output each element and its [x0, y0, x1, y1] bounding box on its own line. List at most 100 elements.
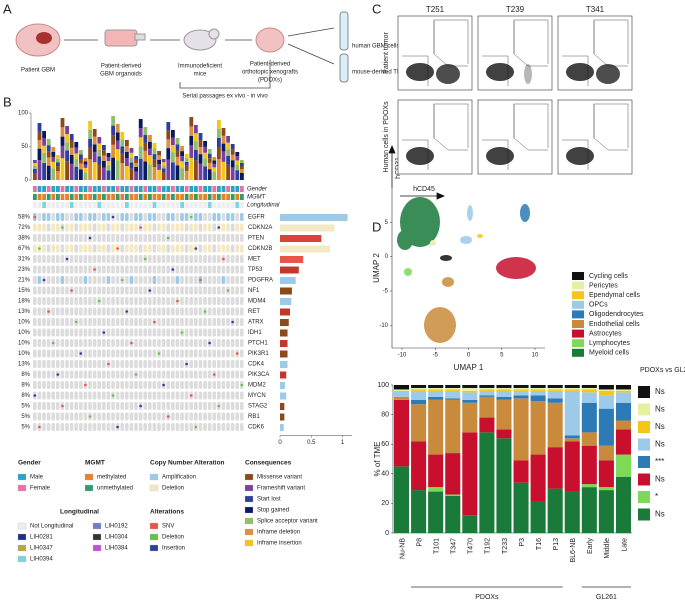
- onco-cell: [106, 223, 111, 232]
- onco-cell: [37, 349, 42, 358]
- onco-cell: [184, 370, 189, 379]
- onco-cell: [83, 360, 88, 368]
- bar-segment: [513, 385, 529, 388]
- onco-cell: [143, 223, 147, 232]
- onco-dot: [148, 289, 152, 292]
- track-cell: [180, 186, 184, 192]
- onco-cell: [88, 402, 92, 410]
- onco-cell: [189, 255, 193, 263]
- legend-swatch: [84, 484, 94, 492]
- onco-cell: [33, 265, 37, 274]
- bar-segment: [598, 390, 614, 396]
- onco-cell: [134, 307, 138, 316]
- onco-dot: [231, 320, 234, 324]
- track-cell: [37, 202, 42, 208]
- onco-cell: [166, 297, 170, 305]
- onco-cell: [226, 360, 230, 368]
- onco-cell: [125, 423, 129, 431]
- gene-label: MYCN: [248, 393, 266, 399]
- onco-cell: [166, 381, 170, 389]
- step-label: GBM organoids: [100, 72, 142, 78]
- onco-cell: [148, 318, 152, 326]
- onco-cell: [60, 360, 65, 368]
- onco-dot: [88, 236, 92, 240]
- burden-segment: [180, 146, 184, 152]
- onco-cell: [106, 286, 111, 295]
- onco-cell: [56, 328, 60, 337]
- onco-cell: [175, 255, 180, 263]
- onco-cell: [240, 307, 244, 316]
- track-cell: [226, 202, 230, 208]
- onco-cell: [184, 318, 189, 326]
- significance-label: ***: [655, 457, 664, 466]
- track-cell: [230, 202, 235, 208]
- onco-cell: [161, 318, 166, 326]
- track-cell: [69, 186, 74, 192]
- legend-swatch: [17, 544, 27, 552]
- burden-segment: [217, 129, 221, 138]
- onco-cell: [65, 297, 69, 305]
- onco-cell: [88, 328, 92, 337]
- onco-cell: [83, 234, 88, 242]
- legend-label: Pericytes: [589, 282, 618, 289]
- onco-cell: [111, 234, 115, 242]
- onco-cell: [203, 391, 207, 400]
- bar-segment: [445, 385, 461, 388]
- burden-segment: [198, 154, 203, 164]
- onco-cell: [69, 349, 74, 358]
- onco-cell: [207, 286, 212, 295]
- track-cell: [111, 194, 115, 200]
- legend-swatch: [572, 310, 584, 319]
- onco-cell: [152, 381, 157, 389]
- onco-cell: [138, 339, 143, 347]
- freq-bar: [280, 371, 287, 379]
- onco-cell: [207, 391, 212, 400]
- onco-cell: [37, 381, 42, 389]
- onco-cell: [74, 276, 78, 284]
- onco-cell: [189, 412, 193, 421]
- onco-cell: [33, 297, 37, 305]
- onco-cell: [198, 265, 203, 274]
- onco-cell: [184, 297, 189, 305]
- onco-cell: [69, 328, 74, 337]
- track-cell: [120, 202, 125, 208]
- onco-cell: [217, 265, 221, 274]
- legend-label: LIH0281: [30, 535, 53, 541]
- bar-segment: [513, 398, 529, 461]
- track-cell: [79, 194, 83, 200]
- track-cell: [111, 202, 115, 208]
- onco-cell: [65, 276, 69, 284]
- onco-cell: [180, 381, 184, 389]
- onco-cell: [115, 318, 120, 326]
- onco-cell: [161, 423, 166, 431]
- onco-cell: [88, 276, 92, 284]
- onco-cell: [143, 391, 147, 400]
- bar-segment: [496, 396, 512, 400]
- onco-cell: [60, 244, 65, 253]
- onco-cell: [161, 297, 166, 305]
- bar-segment: [564, 389, 580, 391]
- onco-cell: [33, 223, 37, 232]
- onco-cell: [51, 297, 55, 305]
- onco-cell: [152, 297, 157, 305]
- onco-cell: [88, 318, 92, 326]
- burden-segment: [194, 141, 198, 150]
- onco-cell: [60, 213, 65, 221]
- track-cell: [115, 202, 120, 208]
- onco-cell: [203, 234, 207, 242]
- onco-cell: [51, 244, 55, 253]
- onco-cell: [152, 244, 157, 253]
- onco-cell: [230, 370, 235, 379]
- y-axis-label: % of TME: [373, 442, 382, 477]
- track-cell: [143, 202, 148, 208]
- onco-cell: [138, 244, 143, 253]
- bar-segment: [598, 408, 614, 446]
- bar-segment: [428, 385, 444, 388]
- onco-cell: [203, 423, 207, 431]
- onco-cell: [33, 360, 37, 368]
- onco-cell: [194, 234, 198, 242]
- onco-cell: [194, 381, 198, 389]
- bar-segment: [581, 385, 597, 388]
- burden-segment: [230, 154, 235, 161]
- onco-cell: [189, 265, 193, 274]
